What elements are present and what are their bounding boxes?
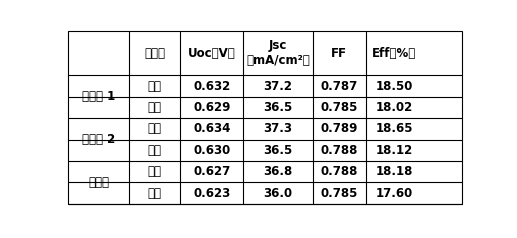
Text: 背面: 背面 <box>148 187 162 200</box>
Text: 对比例: 对比例 <box>88 176 109 189</box>
Text: 0.630: 0.630 <box>193 144 231 157</box>
Text: 0.787: 0.787 <box>321 79 358 93</box>
Text: 36.8: 36.8 <box>263 165 293 178</box>
Text: 0.627: 0.627 <box>193 165 231 178</box>
Text: 背面: 背面 <box>148 144 162 157</box>
Text: Eff（%）: Eff（%） <box>372 47 417 60</box>
Text: 0.788: 0.788 <box>321 165 358 178</box>
Text: Uoc（V）: Uoc（V） <box>188 47 236 60</box>
Text: 17.60: 17.60 <box>376 187 413 200</box>
Text: Jsc
（mA/cm²）: Jsc （mA/cm²） <box>246 39 310 67</box>
Text: 18.50: 18.50 <box>376 79 413 93</box>
Text: 0.788: 0.788 <box>321 144 358 157</box>
Text: 0.623: 0.623 <box>193 187 231 200</box>
Text: 36.0: 36.0 <box>264 187 293 200</box>
Text: 0.634: 0.634 <box>193 122 231 135</box>
Text: 0.785: 0.785 <box>321 101 358 114</box>
Text: 实施例 2: 实施例 2 <box>82 133 115 146</box>
Text: 36.5: 36.5 <box>263 144 293 157</box>
Text: 18.18: 18.18 <box>376 165 413 178</box>
Text: 背面: 背面 <box>148 101 162 114</box>
Text: 37.2: 37.2 <box>264 79 293 93</box>
Text: 37.3: 37.3 <box>264 122 293 135</box>
Text: 18.12: 18.12 <box>376 144 413 157</box>
Text: FF: FF <box>331 47 347 60</box>
Text: 18.65: 18.65 <box>376 122 413 135</box>
Text: 0.629: 0.629 <box>193 101 231 114</box>
Text: 18.02: 18.02 <box>376 101 413 114</box>
Text: 36.5: 36.5 <box>263 101 293 114</box>
Text: 0.632: 0.632 <box>193 79 231 93</box>
Text: 正面: 正面 <box>148 122 162 135</box>
Text: 受光面: 受光面 <box>144 47 165 60</box>
Text: 0.785: 0.785 <box>321 187 358 200</box>
Text: 实施例 1: 实施例 1 <box>82 90 115 103</box>
Text: 正面: 正面 <box>148 165 162 178</box>
Text: 正面: 正面 <box>148 79 162 93</box>
Text: 0.789: 0.789 <box>321 122 358 135</box>
